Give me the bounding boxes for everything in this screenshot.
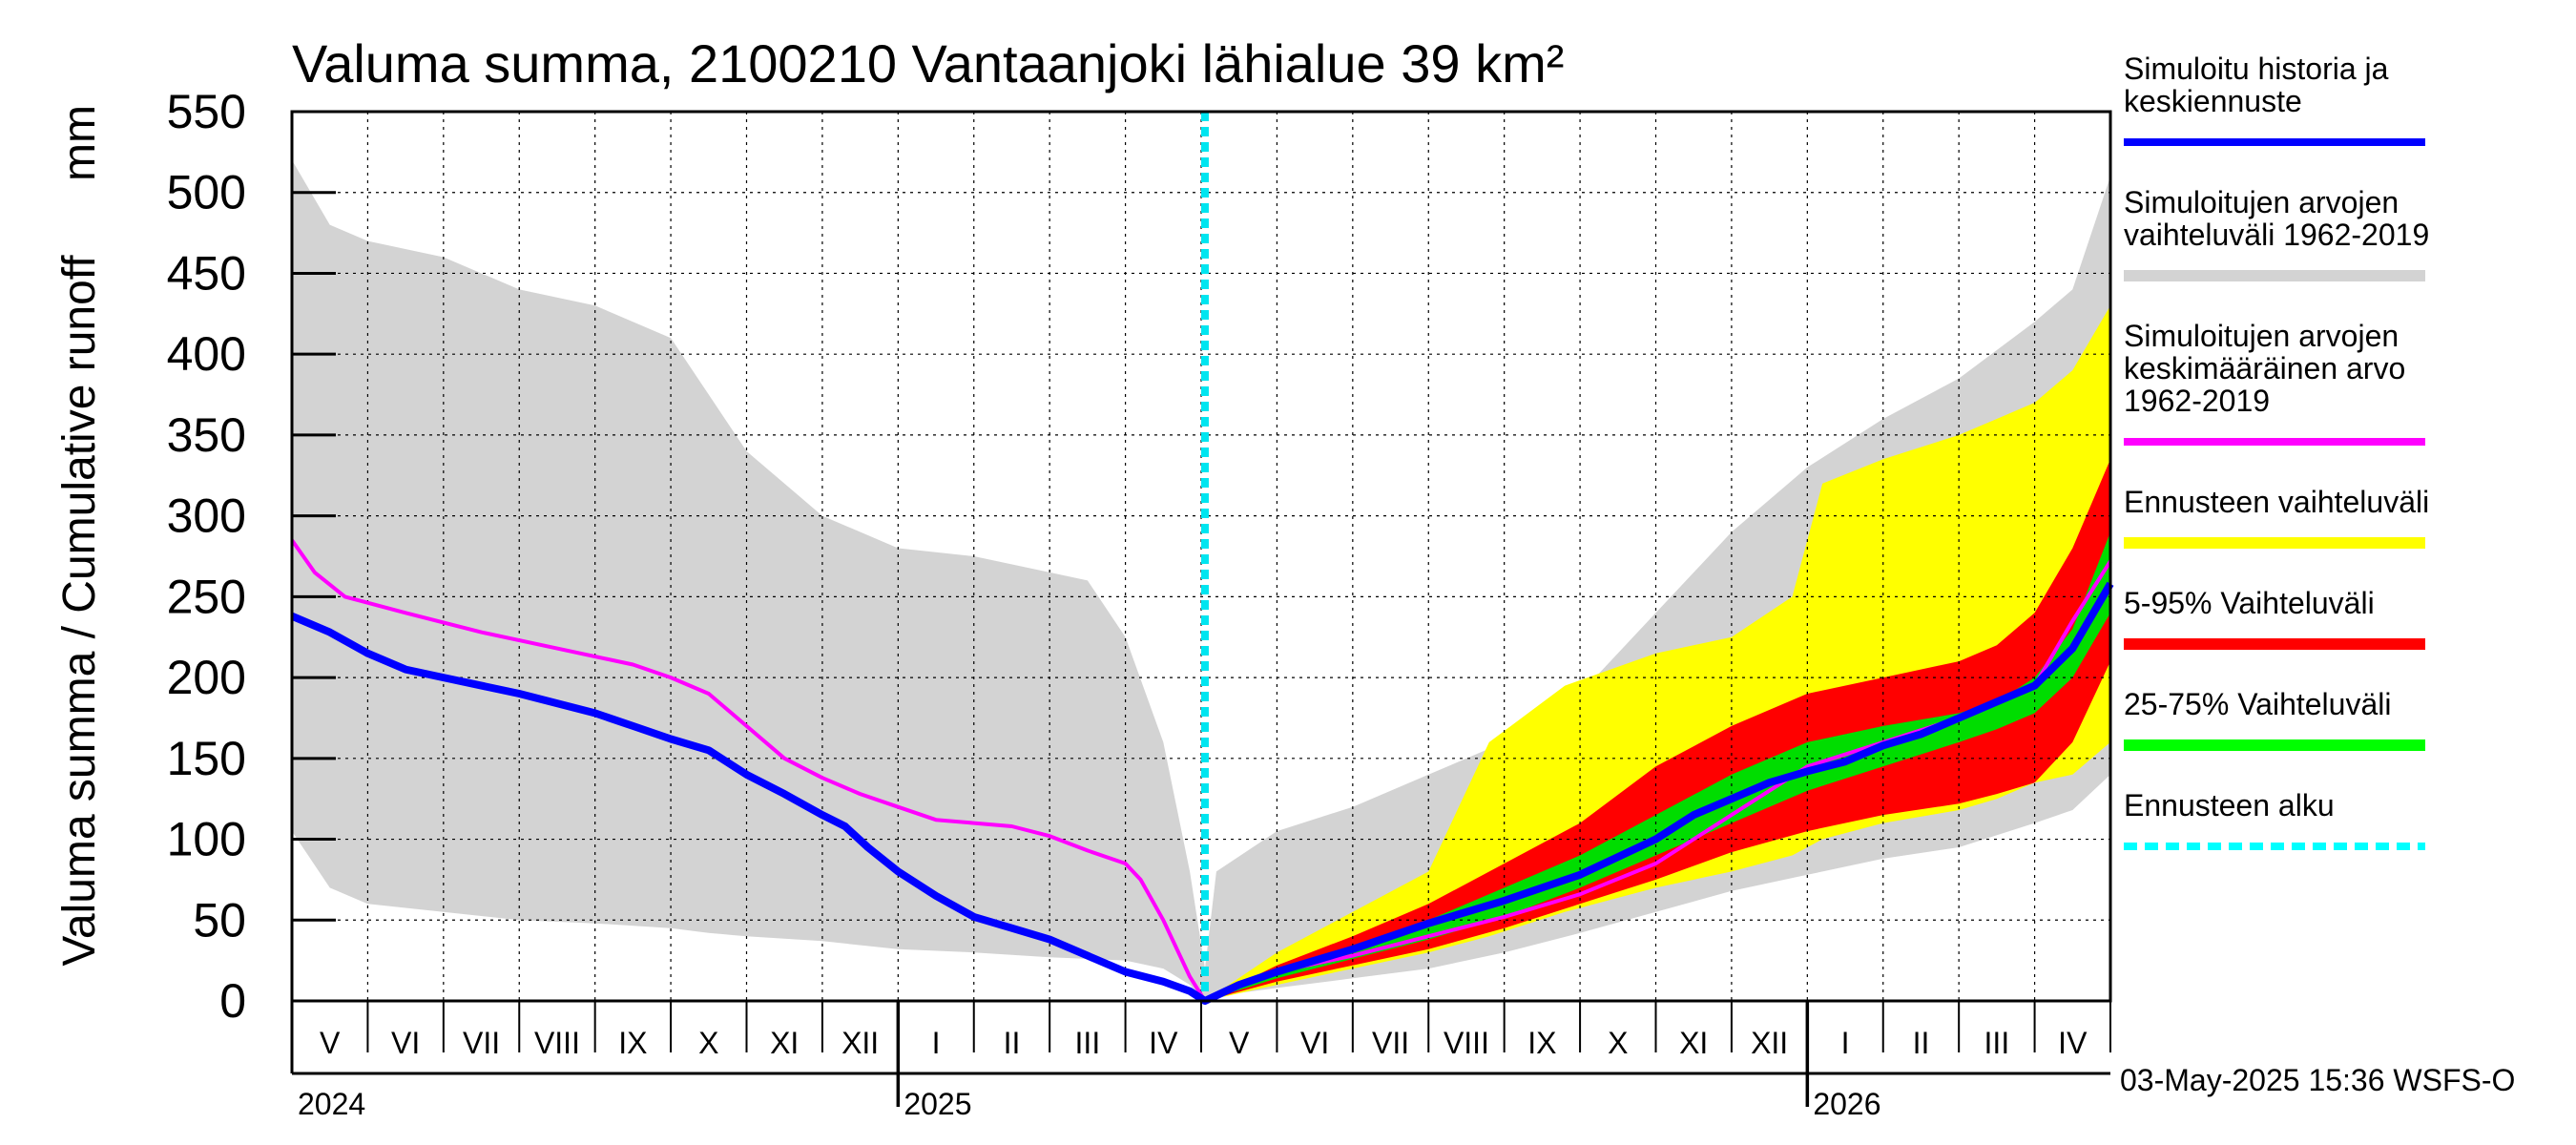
- x-month-label: V: [320, 1026, 341, 1060]
- legend-label: 25-75% Vaihteluväli: [2124, 687, 2391, 721]
- x-month-label: X: [1608, 1026, 1628, 1060]
- x-year-label: 2024: [298, 1087, 365, 1121]
- y-axis-unit: mm: [54, 105, 105, 181]
- x-month-label: III: [1984, 1026, 2010, 1060]
- legend-label: Simuloitu historia ja: [2124, 52, 2389, 86]
- y-tick-label: 50: [193, 893, 246, 947]
- y-tick-label: 500: [167, 166, 246, 219]
- x-month-label: II: [1004, 1026, 1021, 1060]
- y-tick-label: 100: [167, 813, 246, 866]
- x-month-label: XII: [841, 1026, 879, 1060]
- x-month-label: I: [932, 1026, 941, 1060]
- y-tick-label: 400: [167, 327, 246, 381]
- x-month-label: X: [698, 1026, 718, 1060]
- legend-label: keskimääräinen arvo: [2124, 351, 2405, 385]
- x-month-label: XII: [1751, 1026, 1788, 1060]
- series-line-1: [290, 581, 2114, 1005]
- x-month-label: VII: [463, 1026, 500, 1060]
- y-tick-label: 450: [167, 246, 246, 300]
- chart-title: Valuma summa, 2100210 Vantaanjoki lähial…: [292, 33, 1564, 94]
- x-month-label: VIII: [1444, 1026, 1489, 1060]
- footer-timestamp: 03-May-2025 15:36 WSFS-O: [2120, 1063, 2515, 1097]
- legend-label: Simuloitujen arvojen: [2124, 319, 2399, 353]
- band-1: [1205, 305, 2110, 1001]
- y-tick-label: 0: [219, 974, 246, 1028]
- x-month-label: IV: [1149, 1026, 1178, 1060]
- axes-layer: [290, 110, 2112, 1107]
- y-tick-label: 150: [167, 732, 246, 785]
- x-year-label: 2026: [1813, 1087, 1880, 1121]
- x-month-label: IX: [1527, 1026, 1556, 1060]
- x-month-label: II: [1913, 1026, 1930, 1060]
- legend-label: vaihteluväli 1962-2019: [2124, 218, 2429, 252]
- y-tick-label: 250: [167, 570, 246, 623]
- x-month-label: V: [1229, 1026, 1250, 1060]
- x-month-label: IX: [618, 1026, 647, 1060]
- y-tick-label: 350: [167, 408, 246, 462]
- legend-label: Ennusteen alku: [2124, 788, 2335, 822]
- legend-label: Ennusteen vaihteluväli: [2124, 485, 2429, 519]
- y-tick-label: 550: [167, 85, 246, 138]
- x-month-label: I: [1841, 1026, 1850, 1060]
- x-year-label: 2025: [904, 1087, 971, 1121]
- y-tick-label: 300: [167, 489, 246, 543]
- x-month-label: VII: [1372, 1026, 1409, 1060]
- y-tick-label: 200: [167, 651, 246, 704]
- x-month-label: VIII: [534, 1026, 580, 1060]
- legend-label: 5-95% Vaihteluväli: [2124, 586, 2375, 620]
- x-month-label: III: [1075, 1026, 1101, 1060]
- x-month-label: VI: [1300, 1026, 1329, 1060]
- lines-layer: [290, 112, 2114, 1005]
- x-month-label: IV: [2058, 1026, 2088, 1060]
- y-axis-label: Valuma summa / Cumulative runoff: [54, 255, 105, 967]
- legend-label: keskiennuste: [2124, 84, 2302, 118]
- x-month-label: VI: [391, 1026, 420, 1060]
- legend-label: Simuloitujen arvojen: [2124, 185, 2399, 219]
- x-month-label: XI: [770, 1026, 799, 1060]
- x-month-label: XI: [1679, 1026, 1708, 1060]
- legend-label: 1962-2019: [2124, 384, 2270, 418]
